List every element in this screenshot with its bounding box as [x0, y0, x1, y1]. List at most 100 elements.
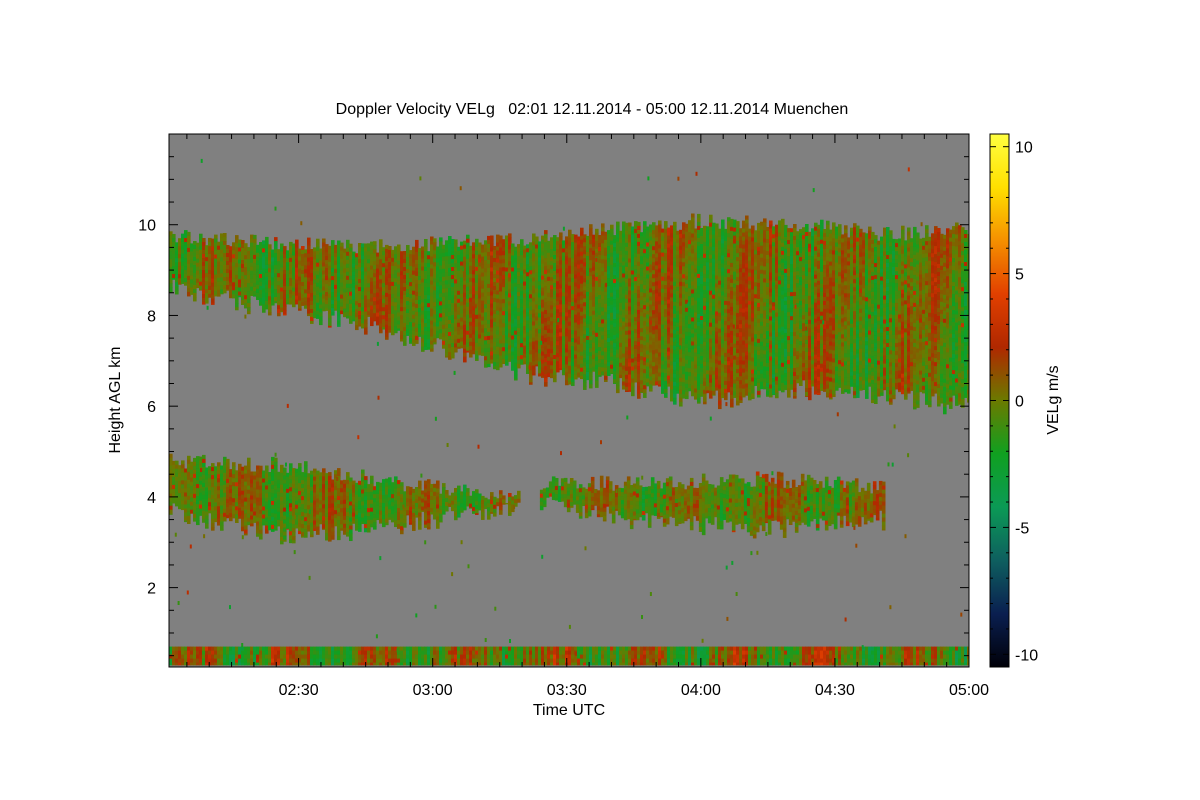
velocity-cell	[496, 330, 500, 336]
velocity-cell	[595, 364, 599, 370]
velocity-cell	[250, 234, 254, 240]
velocity-cell	[292, 275, 296, 281]
velocity-cell	[688, 296, 692, 301]
velocity-cell	[703, 333, 707, 339]
velocity-cell	[661, 384, 665, 390]
velocity-cell	[670, 253, 674, 258]
velocity-cell	[391, 269, 395, 275]
velocity-cell	[559, 248, 563, 253]
velocity-cell	[487, 287, 491, 293]
velocity-cell	[196, 258, 200, 264]
velocity-cell	[697, 297, 701, 303]
velocity-cell	[592, 362, 596, 368]
velocity-cell	[370, 273, 374, 279]
velocity-cell	[187, 287, 191, 293]
velocity-cell	[481, 288, 485, 294]
velocity-cell	[526, 360, 530, 365]
velocity-cell	[694, 296, 698, 302]
velocity-cell	[229, 246, 233, 251]
velocity-cell	[562, 316, 566, 321]
velocity-cell	[367, 287, 371, 292]
velocity-cell	[301, 286, 305, 291]
velocity-cell	[445, 276, 449, 281]
velocity-cell	[514, 286, 518, 292]
velocity-cell	[676, 290, 680, 296]
velocity-cell	[580, 367, 584, 373]
velocity-cell	[271, 297, 275, 303]
velocity-cell	[301, 258, 305, 263]
velocity-cell	[649, 372, 653, 378]
velocity-cell	[523, 321, 527, 327]
velocity-cell	[520, 291, 524, 296]
velocity-cell	[364, 283, 368, 289]
velocity-cell	[442, 276, 446, 282]
velocity-cell	[613, 291, 617, 296]
velocity-cell	[616, 257, 620, 263]
velocity-cell	[235, 251, 239, 256]
velocity-cell	[286, 258, 290, 263]
velocity-cell	[295, 279, 299, 285]
velocity-cell	[403, 323, 407, 328]
velocity-cell	[661, 264, 665, 270]
velocity-cell	[682, 266, 686, 271]
velocity-cell	[391, 325, 395, 331]
velocity-cell	[706, 318, 710, 323]
velocity-cell	[661, 300, 665, 306]
velocity-cell	[571, 282, 575, 287]
velocity-cell	[388, 310, 392, 315]
velocity-cell	[559, 320, 563, 325]
velocity-cell	[466, 310, 470, 316]
velocity-cell	[553, 355, 557, 360]
velocity-cell	[232, 262, 236, 267]
velocity-cell	[469, 353, 473, 358]
velocity-cell	[484, 248, 488, 253]
velocity-cell	[655, 297, 659, 302]
velocity-cell	[634, 301, 638, 306]
velocity-cell	[274, 273, 278, 278]
velocity-cell	[649, 272, 653, 278]
velocity-cell	[241, 288, 245, 293]
velocity-cell	[589, 252, 593, 257]
velocity-cell	[337, 272, 341, 278]
velocity-cell	[670, 397, 674, 402]
velocity-cell	[568, 377, 572, 383]
velocity-cell	[586, 283, 590, 289]
velocity-cell	[397, 300, 401, 306]
velocity-cell	[415, 291, 419, 297]
velocity-cell	[415, 239, 419, 245]
velocity-cell	[445, 264, 449, 269]
velocity-cell	[550, 341, 554, 346]
velocity-cell	[667, 255, 671, 261]
velocity-cell	[553, 287, 557, 292]
velocity-cell	[199, 289, 203, 291]
velocity-cell	[520, 299, 524, 304]
velocity-cell	[292, 303, 296, 308]
velocity-cell	[481, 316, 485, 322]
velocity-cell	[508, 269, 512, 274]
velocity-cell	[283, 294, 287, 299]
velocity-cell	[508, 349, 512, 354]
velocity-cell	[604, 263, 608, 269]
velocity-cell	[535, 272, 539, 278]
velocity-cell	[601, 259, 605, 264]
velocity-cell	[247, 299, 251, 304]
velocity-cell	[313, 279, 317, 284]
velocity-cell	[529, 278, 533, 283]
velocity-cell	[496, 234, 500, 240]
velocity-cell	[697, 269, 701, 275]
velocity-cell	[169, 291, 173, 293]
velocity-cell	[304, 261, 308, 266]
velocity-cell	[490, 299, 494, 305]
velocity-cell	[613, 319, 617, 324]
velocity-cell	[190, 279, 194, 284]
velocity-cell	[499, 319, 503, 325]
velocity-cell	[229, 258, 233, 263]
velocity-cell	[526, 284, 530, 289]
velocity-cell	[538, 253, 542, 258]
velocity-cell	[496, 298, 500, 304]
velocity-cell	[340, 298, 344, 304]
velocity-cell	[382, 271, 386, 276]
velocity-cell	[601, 255, 605, 260]
velocity-cell	[331, 260, 335, 265]
velocity-cell	[418, 292, 422, 297]
